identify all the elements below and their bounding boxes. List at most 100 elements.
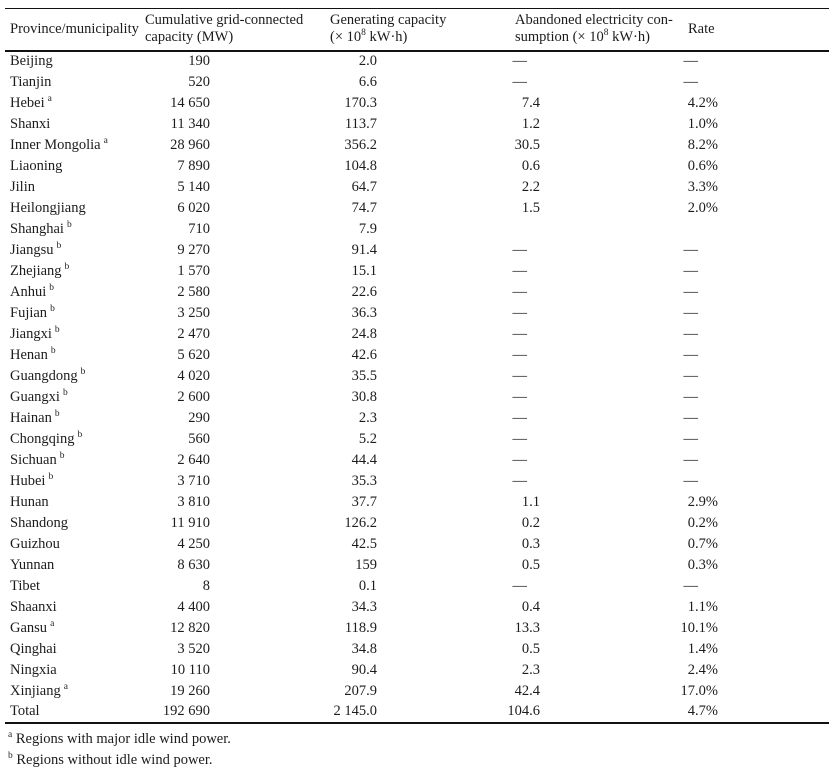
cell-generating-capacity: 74.7 [351, 199, 377, 216]
province-footnote-marker: b [49, 282, 54, 293]
cell-generating-capacity: 207.9 [344, 682, 377, 699]
cell-abandoned-electricity: — [512, 409, 528, 426]
cell-cumulative-capacity: 8 630 [177, 556, 210, 573]
cell-rate: 0.2% [687, 514, 718, 531]
province-name: Beijing [10, 53, 53, 69]
cell-province: Liaoning [5, 156, 135, 177]
cell-rate: 4.2% [687, 94, 718, 111]
cell-generating-capacity: 7.9 [358, 220, 377, 237]
table-row: Shanxi 11 340 113.7 1.2 1.0% [5, 114, 829, 135]
cell-cumulative-capacity: 2 580 [177, 283, 210, 300]
footnote-text: Regions with major idle wind power. [15, 730, 231, 747]
province-name: Jilin [10, 178, 35, 195]
cell-cumulative-capacity: 5 620 [177, 346, 210, 363]
table-row: Henan b 5 620 42.6 — — [5, 345, 829, 366]
province-name: Shandong [10, 514, 68, 531]
cell-cumulative-capacity: 1 570 [177, 262, 210, 279]
province-name: Shanxi [10, 115, 51, 132]
table-row: Shandong 11 910 126.2 0.2 0.2% [5, 513, 829, 534]
col-header-cumulative-capacity: Cumulative grid-connected capacity (MW) [135, 8, 320, 52]
wind-power-table: Province/municipality Cumulative grid-co… [5, 8, 829, 724]
table-row: Ningxia 10 110 90.4 2.3 2.4% [5, 660, 829, 681]
cell-cumulative-capacity: 9 270 [177, 241, 210, 258]
cell-generating-capacity: 22.6 [351, 283, 377, 300]
cell-province: Yunnan [5, 555, 135, 576]
table-row: Hubei b 3 710 35.3 — — [5, 471, 829, 492]
province-name: Yunnan [10, 556, 55, 573]
province-name: Hubei [10, 472, 46, 489]
cell-province: Jiangsu b [5, 240, 135, 261]
cell-rate: 8.2% [687, 136, 718, 153]
col-header-generating-capacity: Generating capacity (× 108 kW·h) [320, 8, 505, 52]
province-name: Zhejiang [10, 262, 62, 279]
table-row: Hainan b 290 2.3 — — [5, 408, 829, 429]
cell-rate [678, 219, 829, 240]
cell-generating-capacity: 42.6 [351, 346, 377, 363]
province-name: Gansu [10, 619, 48, 636]
province-name: Xinjiang [10, 682, 61, 699]
cell-generating-capacity: 34.8 [351, 640, 377, 657]
cell-generating-capacity: 15.1 [351, 262, 377, 279]
cell-generating-capacity: 2.3 [358, 409, 377, 426]
cell-abandoned-electricity: — [512, 262, 528, 279]
cell-abandoned-electricity: — [512, 388, 528, 405]
cell-province: Inner Mongolia a [5, 135, 135, 156]
cell-province: Shanxi [5, 114, 135, 135]
cell-abandoned-electricity: 7.4 [521, 94, 540, 111]
province-name: Guangdong [10, 367, 78, 384]
province-footnote-marker: b [66, 219, 72, 230]
table-row: Tibet 8 0.1 — — [5, 576, 829, 597]
cell-abandoned-electricity: 1.5 [521, 199, 540, 216]
unit-suffix: kW·h) [608, 29, 650, 46]
cell-cumulative-capacity: 290 [188, 409, 210, 426]
cell-cumulative-capacity: 10 110 [170, 661, 210, 678]
cell-rate: 17.0% [680, 682, 718, 699]
cell-abandoned-electricity: — [512, 304, 528, 321]
province-name: Henan [10, 346, 48, 363]
footnote-b: b Regions without idle wind power. [8, 750, 834, 771]
footnote-marker: a [8, 729, 13, 740]
cell-rate: 4.7% [678, 701, 829, 724]
cell-province: Hebei a [5, 93, 135, 114]
cell-province: Anhui b [5, 282, 135, 303]
cell-province: Total [5, 701, 135, 724]
table-row: Sichuan b 2 640 44.4 — — [5, 450, 829, 471]
cell-rate: 10.1% [680, 619, 718, 636]
cell-abandoned-electricity: 0.6 [521, 157, 540, 174]
table-row: Jiangsu b 9 270 91.4 — — [5, 240, 829, 261]
cell-province: Henan b [5, 345, 135, 366]
province-footnote-marker: b [48, 471, 54, 482]
cell-abandoned-electricity: — [512, 53, 528, 69]
province-name: Tibet [10, 577, 41, 594]
province-name: Sichuan [10, 451, 57, 468]
cell-rate: 0.3% [687, 556, 718, 573]
cell-cumulative-capacity: 11 340 [170, 115, 210, 132]
cell-abandoned-electricity: — [512, 325, 528, 342]
table-row: Zhejiang b 1 570 15.1 — — [5, 261, 829, 282]
cell-province: Beijing [5, 51, 135, 72]
cell-generating-capacity: 44.4 [351, 451, 377, 468]
table-row: Guangdong b 4 020 35.5 — — [5, 366, 829, 387]
cell-rate: 2.9% [687, 493, 718, 510]
header-text: Generating capacity [330, 11, 447, 28]
cell-province: Chongqing b [5, 429, 135, 450]
province-name: Liaoning [10, 157, 63, 174]
province-footnote-marker: b [54, 324, 60, 335]
cell-cumulative-capacity: 3 250 [177, 304, 210, 321]
table-row: Inner Mongolia a 28 960 356.2 30.5 8.2% [5, 135, 829, 156]
table-row: Jilin 5 140 64.7 2.2 3.3% [5, 177, 829, 198]
cell-abandoned-electricity: 0.2 [521, 514, 540, 531]
province-name: Tianjin [10, 73, 52, 90]
header-text: capacity (MW) [145, 29, 234, 46]
header-text: Rate [688, 20, 715, 37]
cell-province: Qinghai [5, 639, 135, 660]
cell-cumulative-capacity: 12 820 [170, 619, 210, 636]
cell-province: Guangdong b [5, 366, 135, 387]
cell-generating-capacity: 159 [355, 556, 377, 573]
cell-abandoned-electricity: — [512, 241, 528, 258]
cell-cumulative-capacity: 2 640 [177, 451, 210, 468]
cell-abandoned-electricity: — [512, 451, 528, 468]
cell-rate: 0.6% [687, 157, 718, 174]
province-name: Heilongjiang [10, 199, 86, 216]
